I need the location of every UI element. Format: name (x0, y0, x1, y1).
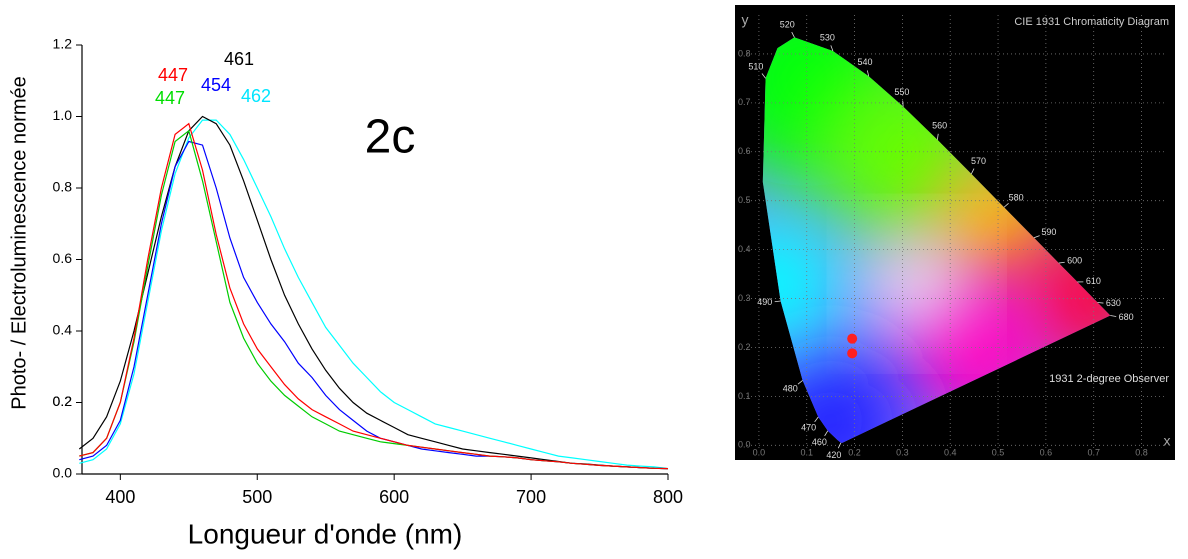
y-tick-label: 0.8 (738, 48, 751, 58)
x-tick-label: 0.1 (800, 447, 813, 457)
wavelength-label: 540 (858, 57, 873, 67)
y-tick-label: 1.2 (53, 36, 73, 52)
y-tick-label: 0.6 (738, 146, 751, 156)
x-tick-label: 400 (105, 487, 135, 507)
gamut-glow (872, 239, 962, 329)
annotation: 447 (158, 65, 188, 85)
wavelength-label: 510 (748, 61, 763, 71)
y-tick-label: 0.0 (738, 440, 751, 450)
x-tick-label: 0.6 (1040, 447, 1053, 457)
wavelength-label: 580 (1009, 193, 1024, 203)
x-tick-label: 0.4 (944, 447, 957, 457)
spectrum-line (79, 142, 668, 469)
cie-point (847, 348, 857, 358)
y-tick-label: 0.4 (53, 322, 73, 338)
wavelength-label: 600 (1067, 255, 1082, 265)
cie-point (847, 334, 857, 344)
y-tick-label: 0.2 (738, 342, 751, 352)
y-tick-label: 0.6 (53, 250, 73, 266)
cie-subtitle: 1931 2-degree Observer (1049, 373, 1169, 385)
x-tick-label: 0.8 (1135, 447, 1148, 457)
x-tick-label: 0.3 (896, 447, 909, 457)
x-tick-label: 600 (379, 487, 409, 507)
annotation: 454 (201, 75, 231, 95)
y-tick-label: 1.0 (53, 107, 73, 123)
y-tick-label: 0.7 (738, 97, 751, 107)
annotation: 2c (365, 111, 416, 164)
y-tick-label: 0.2 (53, 393, 73, 409)
wavelength-label: 550 (894, 87, 909, 97)
wavelength-label: 420 (826, 450, 841, 460)
annotation: 461 (224, 49, 254, 69)
y-tick-label: 0.4 (738, 244, 751, 254)
wavelength-label: 520 (780, 19, 795, 29)
x-tick-label: 0.7 (1087, 447, 1100, 457)
wavelength-label: 610 (1086, 276, 1101, 286)
x-tick-label: 800 (653, 487, 683, 507)
y-tick-label: 0.1 (738, 391, 751, 401)
y-tick-label: 0.8 (53, 179, 73, 195)
y-tick-label: 0.5 (738, 195, 751, 205)
wavelength-label: 560 (932, 120, 947, 130)
wavelength-label: 590 (1041, 227, 1056, 237)
wavelength-label: 480 (783, 384, 798, 394)
wavelength-label: 570 (971, 156, 986, 166)
wavelength-label: 490 (757, 297, 772, 307)
x-tick-label: 700 (516, 487, 546, 507)
annotation: 462 (241, 86, 271, 106)
x-tick-label: 500 (242, 487, 272, 507)
x-tick-label: 0.2 (848, 447, 861, 457)
annotation: 447 (155, 88, 185, 108)
wavelength-label: 530 (820, 32, 835, 42)
x-axis-label: x (1164, 433, 1171, 449)
y-axis-label: y (742, 12, 749, 28)
x-tick-label: 0.0 (753, 447, 766, 457)
wavelength-label: 460 (812, 437, 827, 447)
x-axis-label: Longueur d'onde (nm) (188, 518, 463, 549)
y-tick-label: 0.0 (53, 465, 73, 481)
y-tick-label: 0.3 (738, 293, 751, 303)
cie-title: CIE 1931 Chromaticity Diagram (1014, 16, 1169, 28)
y-axis-label: Photo- / Electroluminescence normée (8, 76, 30, 410)
x-tick-label: 0.5 (992, 447, 1005, 457)
wavelength-label: 630 (1106, 298, 1121, 308)
wavelength-label: 470 (801, 423, 816, 433)
wavelength-label: 680 (1119, 312, 1134, 322)
spectrum-line (79, 131, 668, 469)
